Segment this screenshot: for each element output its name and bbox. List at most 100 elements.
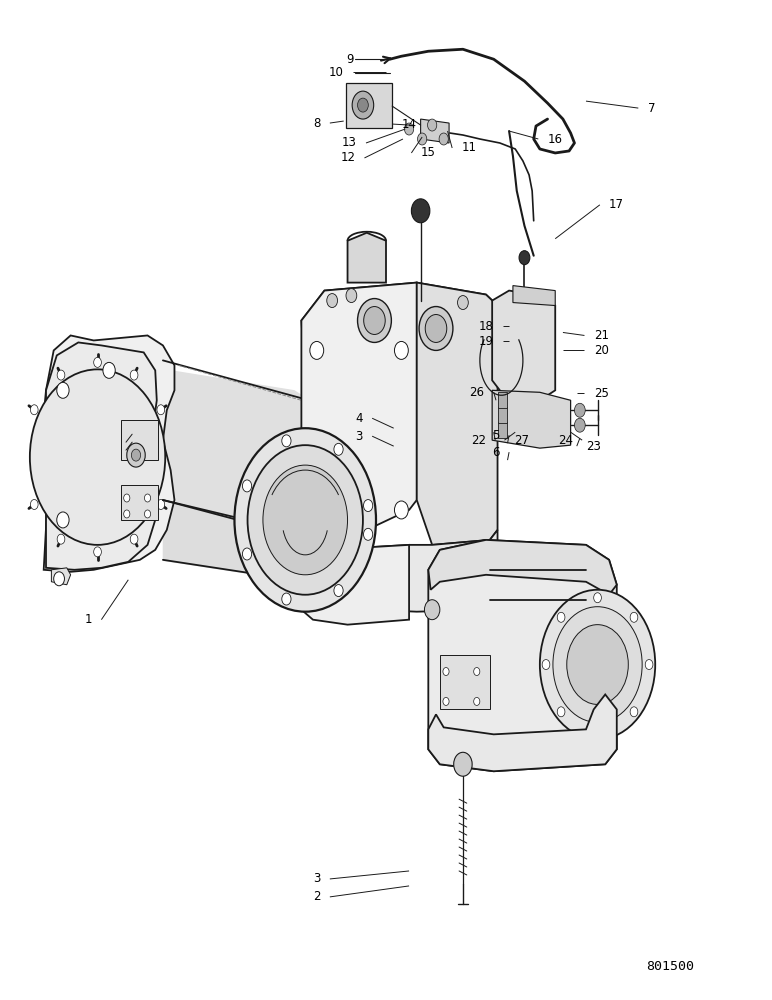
Circle shape [357, 299, 391, 342]
Polygon shape [493, 291, 555, 402]
Polygon shape [301, 530, 497, 612]
Text: 9: 9 [346, 53, 354, 66]
Circle shape [394, 341, 408, 359]
Circle shape [127, 443, 145, 467]
Circle shape [567, 625, 628, 704]
Circle shape [364, 500, 373, 512]
Circle shape [124, 510, 130, 518]
Circle shape [93, 357, 101, 367]
Text: 21: 21 [594, 329, 608, 342]
Polygon shape [493, 390, 571, 448]
Polygon shape [42, 335, 174, 572]
Bar [497, 407, 506, 423]
Text: 11: 11 [462, 141, 476, 154]
Circle shape [130, 534, 138, 544]
Circle shape [594, 726, 601, 736]
Circle shape [242, 480, 252, 492]
Text: 15: 15 [421, 146, 435, 159]
Polygon shape [52, 568, 70, 585]
Circle shape [57, 382, 69, 398]
Text: 3: 3 [356, 430, 363, 443]
Text: 17: 17 [609, 198, 624, 211]
Circle shape [93, 547, 101, 557]
Circle shape [557, 707, 565, 717]
Text: 18: 18 [479, 320, 493, 333]
Text: 801500: 801500 [647, 960, 695, 973]
Bar [497, 392, 506, 408]
Text: 10: 10 [329, 66, 344, 79]
Circle shape [310, 501, 323, 519]
Circle shape [574, 403, 585, 417]
Circle shape [327, 294, 337, 308]
Circle shape [394, 501, 408, 519]
Circle shape [443, 668, 449, 676]
Circle shape [553, 607, 642, 722]
Circle shape [630, 707, 638, 717]
Circle shape [357, 98, 368, 112]
Circle shape [57, 370, 65, 380]
Circle shape [57, 534, 65, 544]
Bar [120, 420, 157, 460]
Circle shape [310, 341, 323, 359]
Circle shape [630, 612, 638, 622]
Circle shape [54, 572, 65, 586]
Circle shape [519, 251, 530, 265]
Circle shape [334, 585, 343, 597]
Circle shape [557, 612, 565, 622]
Text: 24: 24 [558, 434, 573, 447]
Text: 19: 19 [479, 335, 493, 348]
Bar [346, 83, 392, 128]
Circle shape [458, 296, 469, 310]
Text: 5: 5 [493, 429, 499, 442]
Circle shape [540, 590, 655, 739]
Polygon shape [513, 286, 555, 306]
Polygon shape [417, 283, 497, 545]
Polygon shape [428, 540, 617, 595]
Circle shape [425, 315, 447, 342]
Circle shape [130, 370, 138, 380]
Bar [440, 655, 490, 709]
Circle shape [157, 500, 164, 509]
Text: 23: 23 [586, 440, 601, 453]
Polygon shape [428, 694, 617, 771]
Circle shape [103, 362, 115, 378]
Text: 13: 13 [342, 136, 357, 149]
Circle shape [364, 307, 385, 334]
Circle shape [30, 500, 38, 509]
Circle shape [594, 593, 601, 603]
Text: 7: 7 [648, 102, 655, 115]
Circle shape [474, 697, 480, 705]
Circle shape [454, 752, 472, 776]
Circle shape [282, 593, 291, 605]
Circle shape [439, 133, 449, 145]
Bar [120, 485, 157, 520]
Text: 3: 3 [313, 872, 320, 885]
Text: 22: 22 [471, 434, 486, 447]
Circle shape [352, 91, 374, 119]
Circle shape [334, 443, 343, 455]
Polygon shape [301, 540, 409, 625]
Circle shape [645, 660, 653, 670]
Polygon shape [421, 119, 449, 143]
Circle shape [419, 307, 453, 350]
Text: 26: 26 [469, 386, 485, 399]
Circle shape [263, 465, 347, 575]
Circle shape [30, 405, 38, 415]
Text: 2: 2 [313, 890, 320, 903]
Circle shape [542, 660, 550, 670]
Text: 1: 1 [85, 613, 92, 626]
Circle shape [418, 133, 427, 145]
Polygon shape [301, 283, 417, 550]
Polygon shape [301, 283, 497, 385]
Text: 12: 12 [340, 151, 355, 164]
Polygon shape [428, 540, 617, 771]
Circle shape [405, 123, 414, 135]
Circle shape [30, 369, 165, 545]
Text: 20: 20 [594, 344, 608, 357]
Text: 16: 16 [547, 133, 563, 146]
Circle shape [248, 445, 363, 595]
Circle shape [124, 494, 130, 502]
Circle shape [364, 528, 373, 540]
Text: 8: 8 [313, 117, 320, 130]
Circle shape [411, 199, 430, 223]
